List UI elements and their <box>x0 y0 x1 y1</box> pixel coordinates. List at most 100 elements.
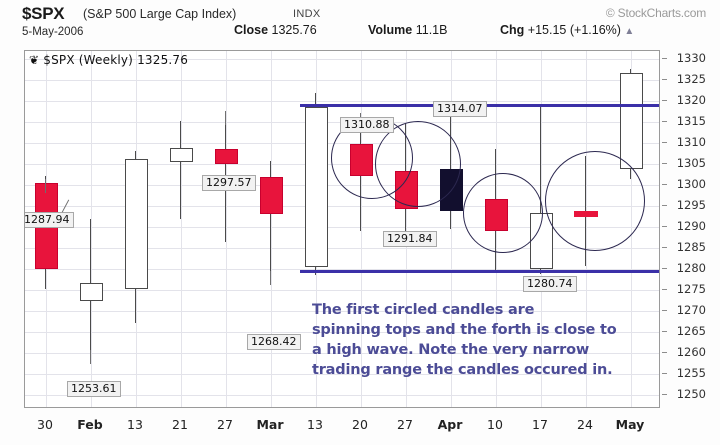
symbol-ticker: $SPX <box>22 4 65 23</box>
candle-body <box>215 149 238 164</box>
x-tick-label: 30 <box>37 417 53 432</box>
label-leader-line <box>225 111 226 125</box>
x-tick-label: Apr <box>437 417 463 432</box>
price-axis: 1330 1325 1320 1315 1310 1305 1300 1295 … <box>662 50 720 408</box>
label-1268-42: 1268.42 <box>247 334 301 350</box>
gridline-h <box>25 101 659 102</box>
y-tick-label: 1270 <box>676 303 706 317</box>
chart-annotation-text: The first circled candles are spinning t… <box>312 300 660 380</box>
volume-quote: Volume 11.1B <box>368 23 447 37</box>
volume-value: 11.1B <box>415 23 448 37</box>
gridline-v <box>91 51 92 407</box>
label-leader-line <box>45 179 46 193</box>
gridline-v <box>226 51 227 407</box>
y-tick-label: 1315 <box>676 114 706 128</box>
y-tick-label: 1325 <box>676 72 706 86</box>
candle-body <box>260 177 283 214</box>
gridline-h <box>25 332 659 333</box>
annotation-line-4: trading range the candles occured in. <box>312 362 613 378</box>
symbol-description: (S&P 500 Large Cap Index) <box>83 7 237 21</box>
chg-value: +15.15 (+1.16%) <box>527 23 621 37</box>
gridline-h <box>25 395 659 396</box>
y-tick-label: 1300 <box>676 177 706 191</box>
label-1310-88: 1310.88 <box>340 117 394 133</box>
support-trendline <box>300 270 659 273</box>
candle-body <box>305 107 328 267</box>
y-tick-label: 1260 <box>676 345 706 359</box>
circled-candle-4 <box>545 151 645 251</box>
y-tick-label: 1250 <box>676 387 706 401</box>
y-tick-label: 1255 <box>676 366 706 380</box>
chart-legend: ❦ $SPX (Weekly) 1325.76 <box>29 53 189 67</box>
annotation-line-2: spinning tops and the forth is close to <box>312 322 617 338</box>
candle-body <box>620 73 643 169</box>
x-tick-label: 27 <box>217 417 233 432</box>
y-tick-label: 1320 <box>676 93 706 107</box>
x-tick-label: 20 <box>352 417 368 432</box>
gridline-h <box>25 80 659 81</box>
chg-label: Chg <box>500 23 525 37</box>
date-axis: 30 Feb 13 21 27 Mar 13 20 27 Apr 10 17 2… <box>0 409 720 439</box>
y-tick-label: 1265 <box>676 324 706 338</box>
gridline-h <box>25 290 659 291</box>
y-tick-label: 1280 <box>676 261 706 275</box>
x-tick-label: 13 <box>307 417 323 432</box>
x-tick-label: 24 <box>577 417 593 432</box>
x-tick-label: Mar <box>256 417 284 432</box>
gridline-h <box>25 227 659 228</box>
label-1291-84: 1291.84 <box>383 231 437 247</box>
y-tick-label: 1285 <box>676 240 706 254</box>
x-tick-label: 13 <box>127 417 143 432</box>
gridline-h <box>25 59 659 60</box>
annotation-line-3: a high wave. Note the very narrow <box>312 342 590 358</box>
candle-wick <box>540 106 541 274</box>
close-label: Close <box>234 23 269 37</box>
y-tick-label: 1295 <box>676 198 706 212</box>
gridline-h <box>25 353 659 354</box>
gridline-h <box>25 248 659 249</box>
label-1253-61: 1253.61 <box>67 381 121 397</box>
candle-wick <box>270 161 271 274</box>
x-tick-label: 27 <box>397 417 413 432</box>
up-arrow-icon: ▲ <box>624 26 635 37</box>
price-plot-area: ❦ $SPX (Weekly) 1325.76 <box>24 50 660 408</box>
label-1287-94: 1287.94 <box>25 212 74 228</box>
circled-candle-2 <box>375 121 461 207</box>
x-tick-label: May <box>615 417 645 432</box>
gridline-h <box>25 311 659 312</box>
candle-body <box>170 148 193 162</box>
close-value: 1325.76 <box>271 23 317 37</box>
x-tick-label: Feb <box>77 417 103 432</box>
gridline-v <box>361 51 362 407</box>
gridline-h <box>25 269 659 270</box>
y-tick-label: 1290 <box>676 219 706 233</box>
label-leader-line <box>90 350 91 364</box>
volume-label: Volume <box>368 23 413 37</box>
gridline-v <box>181 51 182 407</box>
gridline-v <box>271 51 272 407</box>
close-quote: Close 1325.76 <box>234 23 317 37</box>
chart-header: $SPX (S&P 500 Large Cap Index) INDX © St… <box>0 0 720 46</box>
annotation-line-1: The first circled candles are <box>312 302 535 318</box>
stockcharts-logo: © StockCharts.com <box>605 6 706 20</box>
x-tick-label: 17 <box>532 417 548 432</box>
y-tick-label: 1305 <box>676 156 706 170</box>
quote-date: 5-May-2006 <box>22 26 84 38</box>
label-1297-57: 1297.57 <box>202 175 256 191</box>
x-tick-label: 10 <box>487 417 503 432</box>
exchange-label: INDX <box>293 8 321 20</box>
gridline-v <box>451 51 452 407</box>
change-quote: Chg +15.15 (+1.16%) ▲ <box>500 23 634 37</box>
candle-body <box>125 159 148 289</box>
candle-body <box>80 283 103 301</box>
label-1314-07: 1314.07 <box>433 101 487 117</box>
gridline-h <box>25 374 659 375</box>
y-tick-label: 1330 <box>676 51 706 65</box>
gridline-h <box>25 206 659 207</box>
label-leader-line <box>270 271 271 285</box>
y-tick-label: 1310 <box>676 135 706 149</box>
label-1280-74: 1280.74 <box>523 276 577 292</box>
candle-wick <box>180 121 181 219</box>
x-tick-label: 21 <box>172 417 188 432</box>
